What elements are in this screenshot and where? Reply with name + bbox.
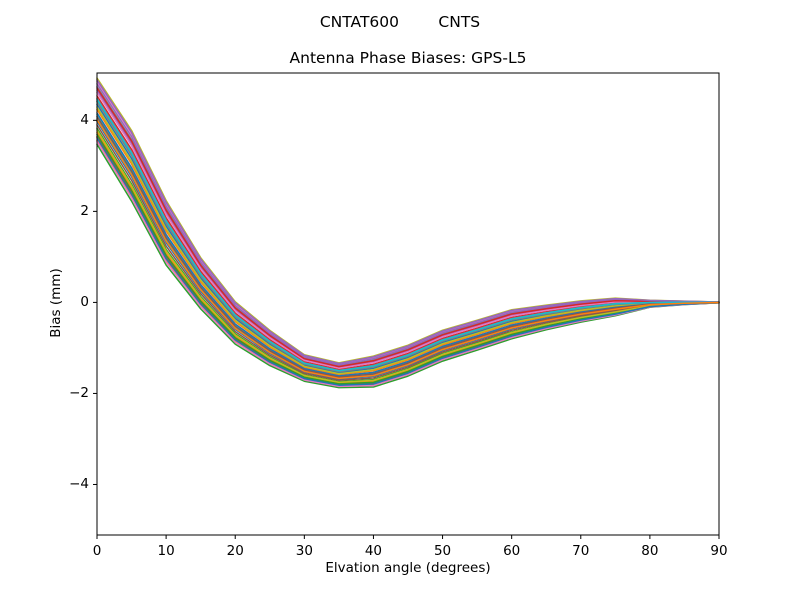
series-line bbox=[96, 79, 720, 365]
series-line bbox=[96, 137, 720, 386]
series-line bbox=[96, 112, 720, 377]
x-axis-label: Elvation angle (degrees) bbox=[325, 560, 491, 576]
x-tick-label: 60 bbox=[503, 543, 521, 559]
series-line bbox=[96, 100, 720, 373]
series-line bbox=[96, 91, 720, 369]
series-line bbox=[96, 87, 720, 368]
series-line bbox=[96, 115, 720, 378]
y-tick-label: −4 bbox=[69, 476, 89, 493]
series-line bbox=[96, 100, 720, 373]
ticks-group bbox=[93, 119, 720, 539]
x-tick-label: 80 bbox=[641, 543, 659, 559]
x-tick-label: 30 bbox=[295, 543, 313, 559]
series-line bbox=[96, 106, 720, 375]
series-line bbox=[96, 83, 720, 366]
figure-suptitle: CNTAT600 CNTS bbox=[319, 13, 481, 31]
series-line bbox=[96, 95, 720, 371]
chart-title: Antenna Phase Biases: GPS-L5 bbox=[289, 49, 527, 67]
series-group bbox=[96, 77, 720, 389]
series-line bbox=[96, 140, 720, 388]
x-tick-label: 20 bbox=[226, 543, 244, 559]
y-tick-label: 0 bbox=[80, 294, 89, 311]
x-tick-label: 50 bbox=[433, 543, 452, 559]
x-tick-label: 90 bbox=[710, 543, 728, 559]
y-tick-label: 2 bbox=[80, 203, 89, 220]
series-line bbox=[96, 103, 720, 374]
series-line bbox=[96, 124, 720, 382]
series-line bbox=[96, 97, 720, 372]
series-line bbox=[96, 129, 720, 383]
y-tick-label: 4 bbox=[80, 112, 89, 129]
series-line bbox=[96, 143, 720, 389]
x-tick-label: 10 bbox=[157, 543, 175, 559]
series-line bbox=[96, 89, 720, 369]
series-line bbox=[96, 80, 720, 365]
series-line bbox=[96, 98, 720, 372]
series-line bbox=[96, 77, 720, 364]
series-line bbox=[96, 85, 720, 367]
series-line bbox=[96, 133, 720, 385]
y-tick-label: −2 bbox=[69, 385, 89, 402]
x-tick-label: 70 bbox=[572, 543, 590, 559]
x-tick-label: 0 bbox=[92, 543, 102, 559]
series-line bbox=[96, 119, 720, 380]
axes-frame bbox=[96, 72, 720, 536]
x-tick-label: 40 bbox=[364, 543, 383, 559]
